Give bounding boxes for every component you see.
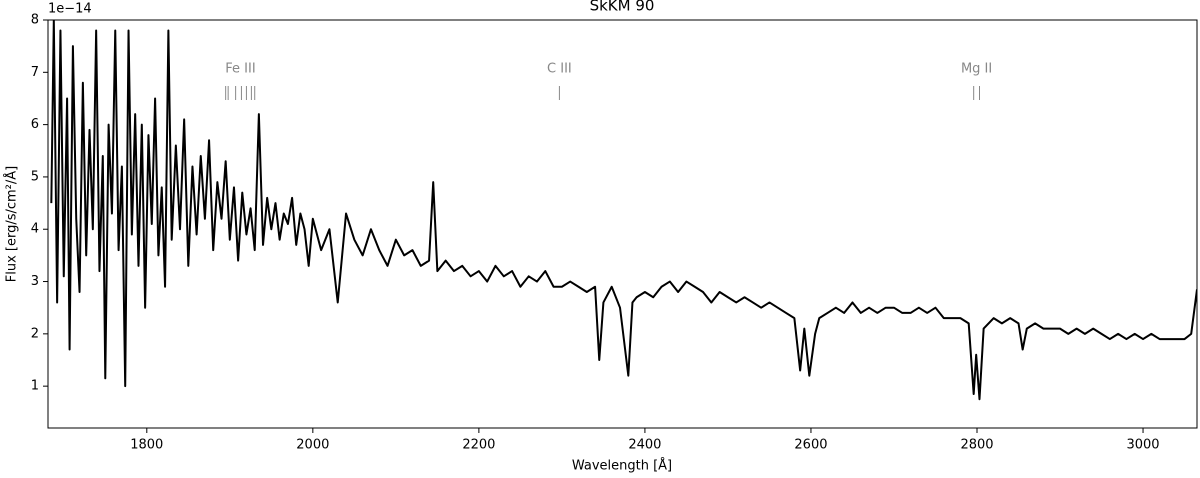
- x-tick-label: 2200: [462, 438, 495, 453]
- x-tick-label: 2800: [960, 438, 993, 453]
- chart-title: SkKM 90: [590, 0, 655, 15]
- plot-frame: [47, 19, 1198, 429]
- spectrum-line: [50, 20, 1197, 401]
- y-tick-label: 1: [31, 379, 39, 394]
- x-tick-label: 2400: [628, 438, 661, 453]
- annotation-label: Mg II: [961, 62, 992, 77]
- x-tick-label: 2000: [296, 438, 329, 453]
- y-tick-label: 7: [31, 65, 39, 80]
- y-axis-label: Flux [erg/s/cm²/Å]: [4, 166, 20, 283]
- x-tick-label: 3000: [1126, 438, 1159, 453]
- y-tick-label: 3: [31, 274, 39, 289]
- x-tick-label: 2600: [794, 438, 827, 453]
- y-tick-label: 5: [31, 169, 39, 184]
- x-axis-label: Wavelength [Å]: [572, 458, 672, 474]
- y-tick-label: 8: [31, 13, 39, 28]
- y-offset-label: 1e−14: [48, 2, 92, 17]
- x-tick-label: 1800: [130, 438, 163, 453]
- annotation-label: Fe III: [225, 62, 255, 77]
- y-tick-label: 6: [31, 117, 39, 132]
- y-tick-label: 2: [31, 326, 39, 341]
- annotation-label: C III: [547, 62, 572, 77]
- y-tick-label: 4: [31, 222, 39, 237]
